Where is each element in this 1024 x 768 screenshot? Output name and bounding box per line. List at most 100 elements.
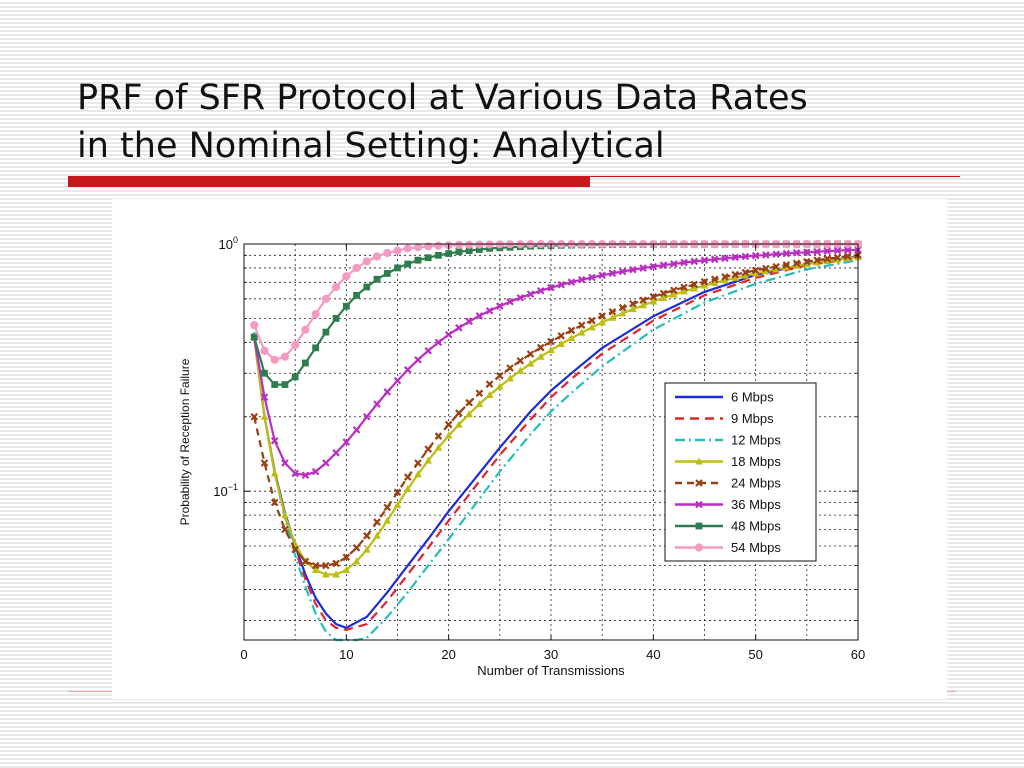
data-point [700,278,709,286]
data-point [250,412,259,421]
data-point [608,269,617,278]
data-point [414,470,422,478]
data-point [618,303,627,312]
data-point [536,352,545,360]
data-point [680,287,688,295]
data-point [670,290,678,298]
data-point [782,261,791,269]
data-point [536,343,545,352]
data-point [700,281,709,289]
data-point [352,426,361,434]
x-tick-label: 40 [646,647,660,662]
data-point [680,283,688,292]
legend-label: 48 Mbps [731,519,781,534]
data-point [813,256,821,264]
data-point [271,381,279,388]
title-underline-bar [68,176,590,187]
data-point [741,271,750,279]
data-point [414,256,422,264]
data-point [260,346,269,355]
data-point [332,282,341,292]
chart-figure: 0 10 20 30 40 50 60 100 10−1 Number of Transmissi… [112,199,947,699]
data-point [695,457,703,465]
data-point [629,305,637,313]
data-point [485,390,494,398]
data-point [312,344,320,352]
legend-label: 12 Mbps [731,433,781,448]
data-point [250,320,259,330]
data-point [403,473,412,481]
x-tick-label: 0 [240,647,247,662]
data-point [649,292,658,301]
data-point [434,241,443,250]
data-point [700,256,709,265]
data-point [557,332,566,340]
data-point [444,431,453,439]
data-point [363,412,371,421]
reception-failure-chart: 0 10 20 30 40 50 60 100 10−1 Number of Transmissi… [178,235,865,678]
data-point [833,253,842,262]
data-point [352,263,361,273]
data-point [792,259,801,268]
legend-label: 18 Mbps [731,454,781,469]
data-point [301,325,310,334]
data-point [629,300,637,308]
data-point [629,265,637,274]
slide-title: PRF of SFR Protocol at Various Data Rate… [77,74,977,170]
data-point [695,500,703,509]
data-point [342,438,351,446]
data-point [403,365,412,374]
data-point [465,247,473,255]
data-point [301,471,310,480]
data-point [475,240,484,249]
data-point [311,561,320,570]
data-point [813,247,821,256]
data-point [270,469,279,477]
data-point [403,485,412,493]
x-tick-label: 60 [851,647,865,662]
data-point [414,356,422,364]
data-point [695,479,703,487]
data-point [731,273,739,281]
data-point [434,443,443,451]
data-point [813,258,821,266]
data-point [762,251,770,259]
data-point [311,565,320,573]
data-point [823,255,832,263]
data-point [526,290,535,298]
data-point [270,498,279,507]
data-point [690,284,699,292]
data-point [588,323,596,331]
data-point [363,283,371,291]
data-point [803,260,811,268]
data-point [465,410,473,418]
data-point [353,291,360,299]
y-tick-label: 100 [219,235,238,252]
data-point [751,251,760,260]
data-point [526,359,535,367]
data-point [833,246,842,255]
data-point [393,500,402,508]
data-point [383,248,392,258]
data-point [577,321,586,330]
data-point [321,294,330,303]
data-point [311,467,320,476]
data-point [670,260,678,268]
data-point [434,432,443,440]
data-point [792,261,801,269]
data-point [403,244,412,253]
data-point [516,356,525,365]
data-point [291,340,300,350]
data-point [516,293,525,302]
data-point [762,267,770,275]
data-point [414,459,422,467]
data-point [567,278,576,286]
data-point [383,388,392,396]
data-point [465,317,473,326]
data-point [496,372,504,380]
data-point [342,272,351,281]
data-point [332,570,340,578]
data-point [342,565,351,573]
data-point [516,366,525,374]
data-point [772,265,780,273]
